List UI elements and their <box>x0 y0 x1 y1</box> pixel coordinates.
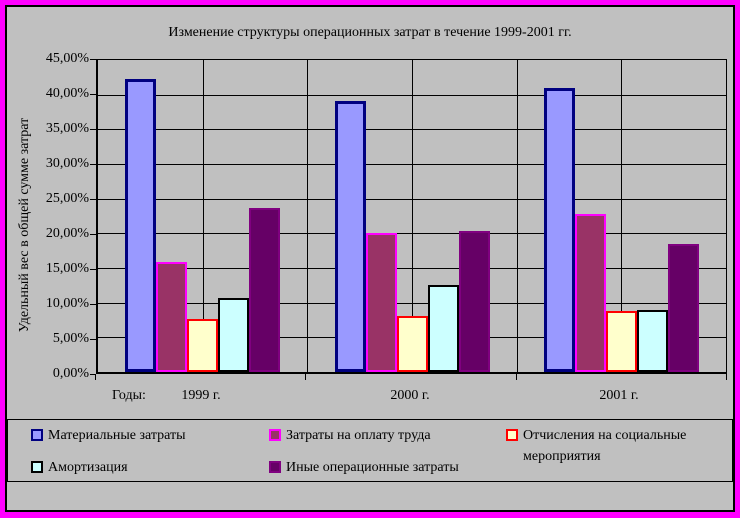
y-axis-tick-label: 35,00% <box>45 121 89 136</box>
y-axis-tick-label: 30,00% <box>45 156 89 171</box>
x-axis-tick-mark <box>305 374 306 380</box>
legend-series-label: Затраты на оплату труда <box>286 428 431 443</box>
bar[interactable] <box>575 214 606 372</box>
vertical-gridline <box>203 60 204 372</box>
legend: Материальные затраты Затраты на оплату тр… <box>7 419 733 482</box>
bar[interactable] <box>156 262 187 372</box>
y-axis-tick-label: 15,00% <box>45 261 89 276</box>
y-axis-tick-mark <box>90 234 96 235</box>
legend-color-swatch <box>31 461 43 473</box>
chart-title: Изменение структуры операционных затрат … <box>168 25 572 40</box>
bar[interactable] <box>459 231 490 372</box>
y-axis-tick-mark <box>90 339 96 340</box>
bar[interactable] <box>606 311 637 372</box>
bar[interactable] <box>249 208 280 372</box>
x-axis-tick-mark <box>95 374 96 380</box>
legend-series-label: Амортизация <box>48 460 128 475</box>
y-axis-tick-mark <box>90 199 96 200</box>
bar[interactable] <box>366 233 397 372</box>
y-axis-tick-label: 20,00% <box>45 226 89 241</box>
vertical-gridline <box>517 60 518 372</box>
legend-series-label: Отчисления на социальные мероприятия <box>523 428 687 464</box>
y-axis-tick-label: 25,00% <box>45 191 89 206</box>
y-axis-tick-label: 0,00% <box>52 366 89 381</box>
y-axis-tick-label: 10,00% <box>45 296 89 311</box>
bar[interactable] <box>428 285 459 372</box>
y-axis-tick-label: 5,00% <box>52 331 89 346</box>
y-axis-tick-mark <box>90 374 96 375</box>
y-axis-tick-mark <box>90 94 96 95</box>
bar[interactable] <box>335 101 366 372</box>
vertical-gridline <box>621 60 622 372</box>
x-axis-category-label: 2000 г. <box>390 388 430 403</box>
chart-background: Изменение структуры операционных затрат … <box>5 5 735 512</box>
y-axis-tick-label: 40,00% <box>45 86 89 101</box>
y-axis-tick-mark <box>90 129 96 130</box>
y-axis-tick-mark <box>90 164 96 165</box>
legend-series-label: Материальные затраты <box>48 428 186 443</box>
legend-color-swatch <box>31 429 43 441</box>
plot-area <box>96 59 727 374</box>
y-axis-tick-mark <box>90 59 96 60</box>
legend-color-swatch <box>269 461 281 473</box>
legend-series-label: Иные операционные затраты <box>286 460 459 475</box>
legend-color-swatch <box>506 429 518 441</box>
y-axis-tick-label: 45,00% <box>45 51 89 66</box>
vertical-gridline <box>412 60 413 372</box>
x-axis-prefix-label: Годы: <box>112 388 146 403</box>
y-axis-tick-mark <box>90 304 96 305</box>
x-axis-tick-mark <box>726 374 727 380</box>
bar[interactable] <box>637 310 668 372</box>
bar[interactable] <box>544 88 575 372</box>
bar[interactable] <box>397 316 428 372</box>
x-axis-tick-mark <box>516 374 517 380</box>
bar[interactable] <box>187 319 218 372</box>
x-axis-category-label: 1999 г. <box>181 388 221 403</box>
x-axis-category-label: 2001 г. <box>599 388 639 403</box>
vertical-gridline <box>307 60 308 372</box>
legend-color-swatch <box>269 429 281 441</box>
bar[interactable] <box>125 79 156 372</box>
y-axis-tick-mark <box>90 269 96 270</box>
bar[interactable] <box>668 244 699 372</box>
bar[interactable] <box>218 298 249 372</box>
